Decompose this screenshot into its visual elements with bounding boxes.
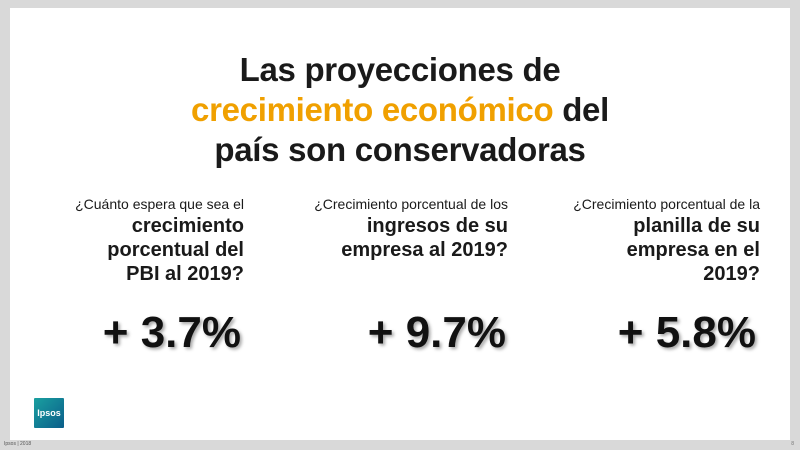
value-pbi: + 3.7% [102,308,241,357]
question-intro: ¿Crecimiento porcentual de los [314,196,508,212]
footer-text: Ipsos | 2018 [4,441,32,447]
slide: Las proyecciones de crecimiento económic… [10,8,790,440]
question-block-pbi: ¿Cuánto espera que sea el crecimiento po… [75,194,244,286]
question-block-ingresos: ¿Crecimiento porcentual de los ingresos … [314,194,508,262]
question-bold-line: porcentual del [107,239,244,261]
question-bold-line: crecimiento [131,215,244,237]
title-line-3: país son conservadoras [214,131,586,168]
question-intro: ¿Crecimiento porcentual de la [573,196,760,212]
title-accent: crecimiento económico [191,91,554,128]
value-ingresos: + 9.7% [367,308,506,357]
question-intro: ¿Cuánto espera que sea el [75,196,244,212]
title-line-2-rest: del [553,91,609,128]
ipsos-logo: Ipsos [34,398,64,428]
title-line-2: crecimiento económico del [10,90,790,130]
question-block-planilla: ¿Crecimiento porcentual de la planilla d… [573,194,760,286]
question-bold-line: planilla de su [633,215,760,237]
question-bold-line: PBI al 2019? [126,263,244,285]
value-planilla: + 5.8% [617,308,756,357]
question-bold-line: ingresos de su [366,215,508,237]
title-line-1: Las proyecciones de [239,51,561,88]
question-bold-line: empresa al 2019? [341,239,508,261]
question-bold-line: empresa en el [626,239,760,261]
page-number: 8 [791,441,794,447]
slide-title: Las proyecciones de crecimiento económic… [10,50,790,170]
question-bold-line: 2019? [703,263,760,285]
